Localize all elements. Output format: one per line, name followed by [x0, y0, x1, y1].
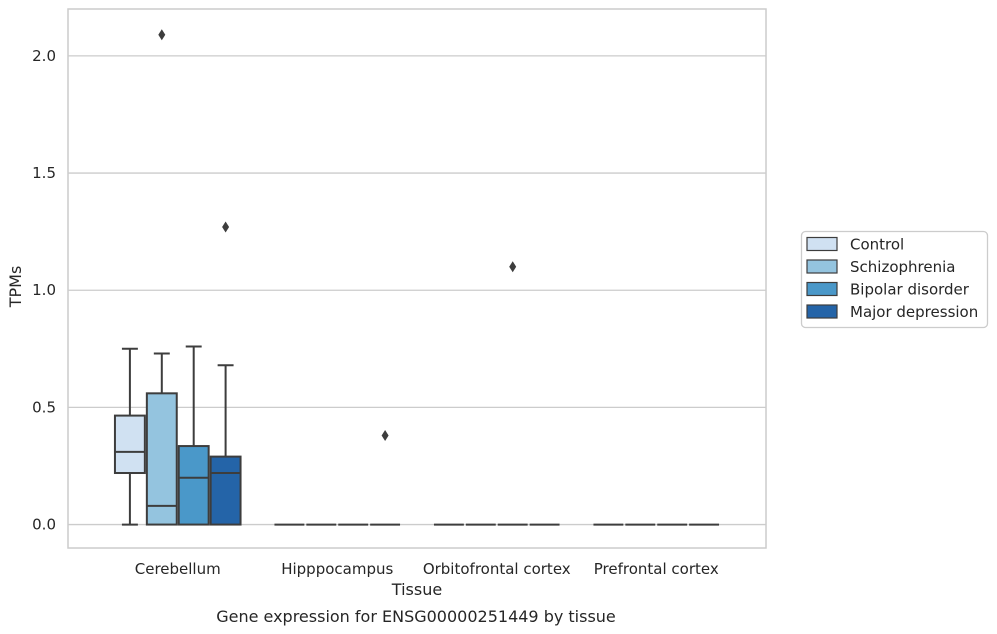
box-cerebellum-control: [113, 347, 146, 526]
box-body: [177, 445, 210, 526]
boxes: [113, 345, 720, 526]
y-tick-label: 0.0: [32, 516, 56, 534]
legend-label: Schizophrenia: [850, 258, 955, 276]
legend-label: Control: [850, 236, 904, 254]
box-cerebellum-major-depression: [209, 364, 242, 526]
box-body: [145, 392, 178, 526]
x-tick-label: Orbitofrontal cortex: [423, 560, 571, 578]
legend-item: Schizophrenia: [806, 258, 955, 276]
outlier-point: [158, 29, 166, 41]
x-tick-label: Cerebellum: [135, 560, 221, 578]
legend-swatch: [806, 281, 838, 297]
chart-caption: Gene expression for ENSG00000251449 by t…: [216, 607, 616, 626]
y-tick-label: 2.0: [32, 47, 56, 65]
legend-label: Bipolar disorder: [850, 281, 970, 299]
x-tick-labels: Cerebellum Hipppocampus Orbitofrontal cort…: [135, 560, 719, 578]
y-tick-labels: 0.0 0.5 1.0 1.5 2.0: [32, 47, 56, 534]
outlier-point: [509, 261, 517, 273]
legend: Control Schizophrenia Bipolar disorder Majo…: [800, 230, 989, 329]
box-cerebellum-schizophrenia: [145, 352, 178, 526]
legend-label: Major depression: [850, 303, 978, 321]
legend-item: Major depression: [806, 303, 978, 321]
box-body: [209, 455, 242, 526]
legend-swatch: [806, 259, 838, 274]
y-tick-label: 1.5: [32, 164, 56, 182]
legend-frame: [800, 230, 989, 329]
box-cerebellum-bipolar-disorder: [177, 345, 210, 526]
outlier-point: [222, 221, 230, 233]
legend-item: Bipolar disorder: [806, 281, 970, 299]
x-axis-title: Tissue: [391, 580, 442, 599]
outlier-points: [158, 29, 517, 442]
legend-item: Control: [806, 236, 904, 254]
x-tick-label: Prefrontal cortex: [594, 560, 719, 578]
y-tick-label: 0.5: [32, 398, 56, 416]
box-body: [113, 414, 146, 475]
legend-swatch: [806, 304, 838, 319]
y-axis-title: TPMs: [6, 266, 25, 309]
plot-frame: [67, 8, 767, 549]
outlier-point: [381, 430, 389, 442]
legend-swatch: [806, 236, 838, 252]
x-tick-label: Hipppocampus: [281, 560, 393, 578]
y-tick-label: 1.0: [32, 281, 56, 299]
